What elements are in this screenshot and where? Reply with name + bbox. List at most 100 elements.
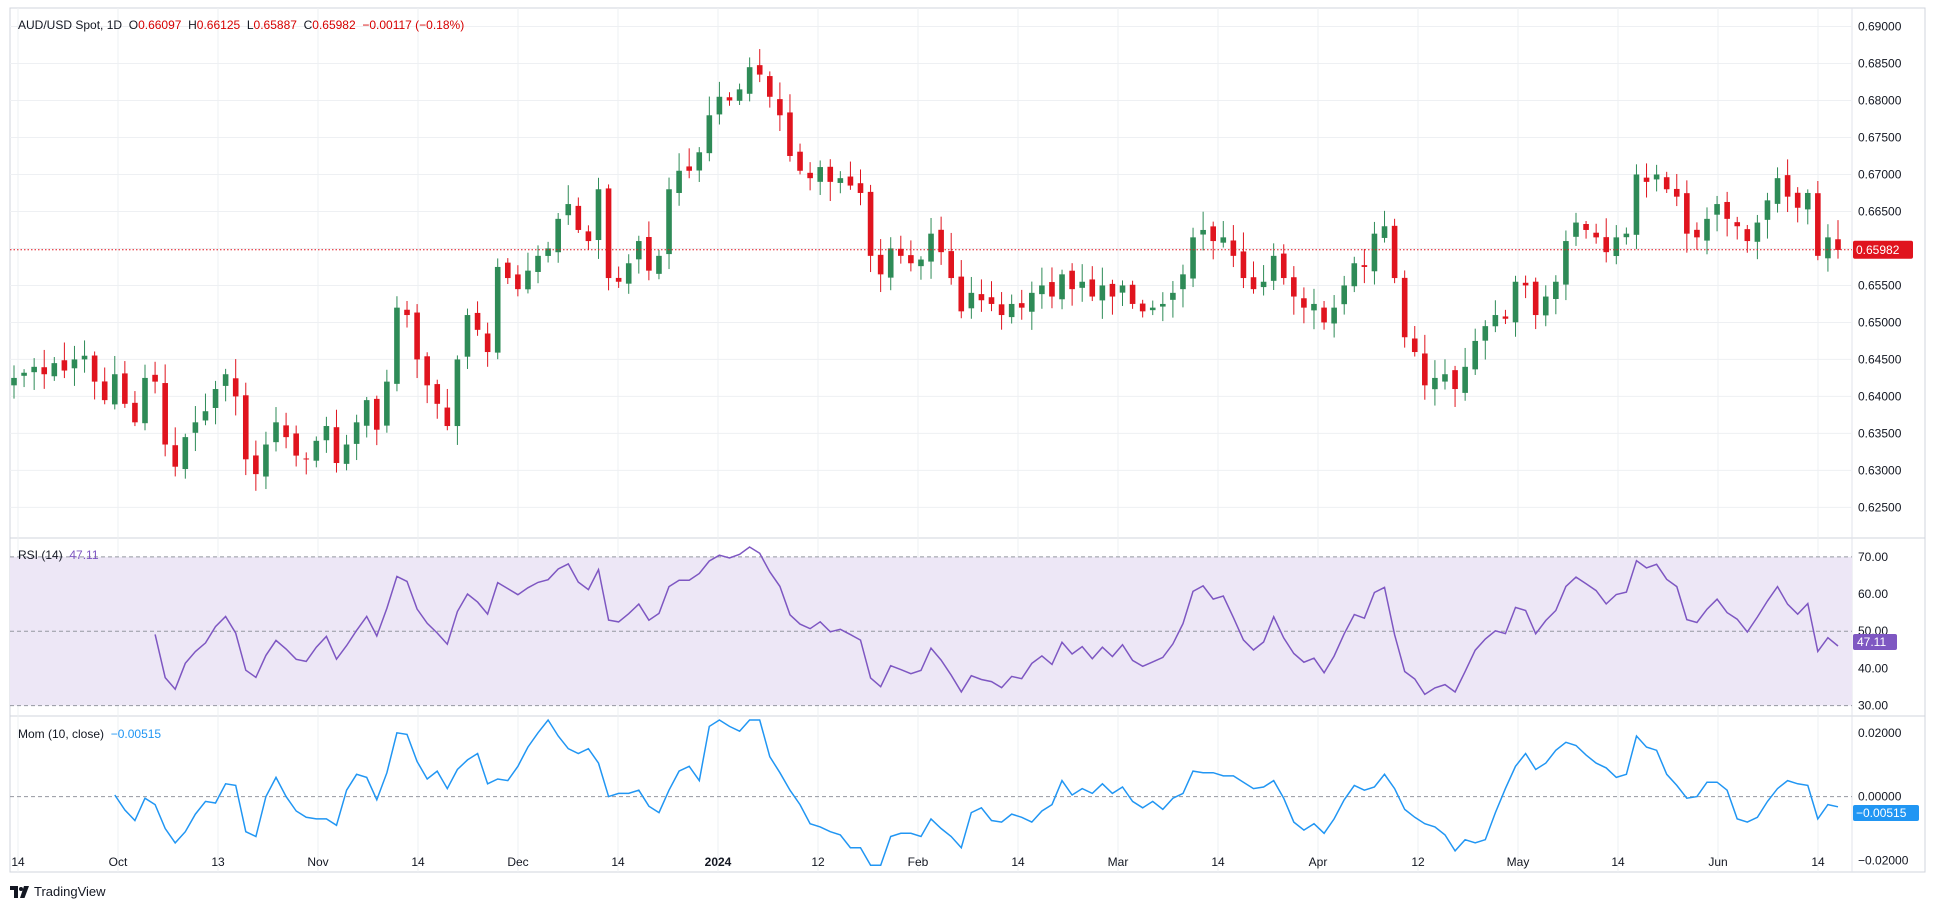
price-axis-tick: 0.63500 <box>1858 426 1902 440</box>
candle <box>535 245 541 284</box>
candle-body <box>686 166 692 171</box>
candle-body <box>646 237 652 271</box>
candle <box>857 169 864 206</box>
candle-body <box>1452 370 1458 390</box>
candle-body <box>444 407 451 427</box>
candle <box>908 240 914 272</box>
candle <box>162 364 168 457</box>
brand-name: TradingView <box>34 884 106 899</box>
candle <box>787 94 793 162</box>
candle-body <box>515 274 521 290</box>
candle-body <box>1532 281 1539 316</box>
price-axis-tick: 0.64500 <box>1858 352 1902 366</box>
rsi-axis-tick: 40.00 <box>1858 661 1888 675</box>
x-tick-label: Mar <box>1108 855 1129 869</box>
candle <box>827 159 834 202</box>
candle-body <box>61 360 68 371</box>
candle-body <box>1250 277 1257 290</box>
candle <box>41 349 48 389</box>
x-tick-label: Jun <box>1708 855 1727 869</box>
candle <box>797 143 803 175</box>
candle-body <box>1442 374 1448 382</box>
candle <box>1049 267 1055 309</box>
candle <box>101 367 108 405</box>
price-axis-tick: 0.64000 <box>1858 389 1902 403</box>
brand-logo[interactable]: TradingView <box>10 884 106 899</box>
candle <box>1804 189 1811 225</box>
candle <box>1079 264 1085 302</box>
candle-body <box>1149 307 1156 311</box>
candle <box>545 241 551 263</box>
candle <box>1825 224 1831 272</box>
candle-body <box>1411 338 1418 353</box>
candle-body <box>1784 175 1791 197</box>
candle-body <box>373 398 380 430</box>
candle <box>1129 280 1136 309</box>
candle <box>887 237 894 291</box>
candle <box>1452 365 1458 407</box>
candle <box>867 184 874 273</box>
candle-body <box>1593 232 1599 238</box>
candle-body <box>484 333 491 353</box>
candle <box>1502 309 1509 325</box>
candle-body <box>1694 229 1700 238</box>
candle-body <box>867 191 874 256</box>
candle <box>565 185 572 225</box>
candle-body <box>978 294 985 301</box>
candle <box>1714 195 1720 232</box>
candle <box>978 279 985 312</box>
rsi-last-label-bg <box>1853 633 1897 650</box>
candle <box>1260 265 1267 296</box>
candle <box>1653 164 1660 192</box>
mom-last-label-bg <box>1853 805 1919 822</box>
candle <box>1311 288 1317 330</box>
x-tick-label: Oct <box>109 855 128 869</box>
candle-body <box>787 112 793 156</box>
candle-body <box>1714 204 1720 215</box>
candle-body <box>222 374 229 386</box>
candle-body <box>696 152 703 171</box>
x-tick-label: 14 <box>411 855 425 869</box>
candle <box>1008 294 1015 324</box>
candle-body <box>535 255 541 272</box>
x-tick-label: 12 <box>1411 855 1425 869</box>
candle <box>625 254 632 294</box>
candle <box>515 265 521 297</box>
candle <box>293 425 299 467</box>
candle-body <box>1089 279 1096 297</box>
candle <box>736 83 743 105</box>
candle-body <box>585 231 592 242</box>
candle-body <box>1371 233 1378 272</box>
mom-axis-tick: 0.00000 <box>1858 790 1902 804</box>
candle <box>1673 173 1680 207</box>
candle-body <box>353 422 360 444</box>
candle <box>273 407 279 452</box>
candle-body <box>333 427 340 464</box>
candle-body <box>918 259 924 267</box>
candle <box>172 427 179 477</box>
candle-body <box>605 188 612 279</box>
candle <box>212 380 219 425</box>
candle <box>988 281 995 312</box>
candle <box>726 92 733 106</box>
candle-body <box>1301 298 1307 308</box>
candle-body <box>908 255 914 264</box>
candle-body <box>1190 237 1196 279</box>
candle-body <box>938 229 944 253</box>
candle <box>1240 232 1247 289</box>
candle <box>1069 263 1075 306</box>
candle-body <box>273 422 279 443</box>
price-axis-tick: 0.67500 <box>1858 130 1902 144</box>
mom-last-label: −0.00515 <box>1856 806 1907 820</box>
candle-body <box>474 312 481 330</box>
candle <box>323 416 330 453</box>
symbol-title: AUD/USD Spot, 1D <box>18 18 123 32</box>
candle <box>1794 187 1801 223</box>
candle-body <box>1049 282 1055 297</box>
candle <box>31 358 37 390</box>
candle-body <box>1704 218 1710 241</box>
price-axis-tick: 0.66500 <box>1858 204 1902 218</box>
candle <box>51 357 58 381</box>
candle <box>122 361 128 408</box>
